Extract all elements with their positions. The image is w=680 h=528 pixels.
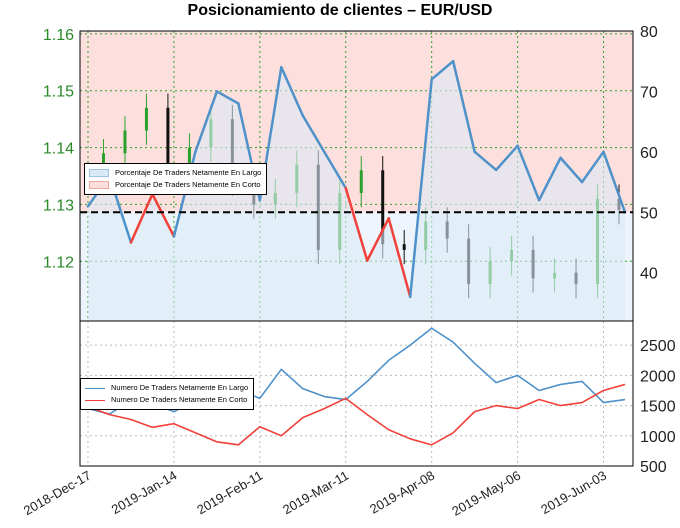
right-tick-label-1: 50 <box>640 205 658 222</box>
sentiment-segment-11 <box>323 150 348 190</box>
sentiment-segment-19 <box>494 144 519 172</box>
right-tick-label-3: 70 <box>640 84 658 101</box>
legend-swatch-short <box>89 181 109 189</box>
left-tick-label-2: 1.14 <box>43 141 74 158</box>
legend-item-short-count: Numero De Traders Netamente En Corto <box>85 394 248 406</box>
sentiment-segment-9 <box>280 66 305 117</box>
x-tick-label-1: 2019-Jan-14 <box>109 468 180 517</box>
legend-label-long-count: Numero De Traders Netamente En Largo <box>111 383 249 392</box>
legend-label-short: Porcentaje De Traders Netamente En Corto <box>115 180 261 189</box>
legend-item-long-count: Numero De Traders Netamente En Largo <box>85 382 248 394</box>
candle-body-13 <box>359 170 363 194</box>
sentiment-segment-13 <box>365 217 390 262</box>
x-tick-label-6: 2019-Jun-03 <box>538 468 609 517</box>
left-tick-label-1: 1.13 <box>43 197 74 214</box>
count-tick-label-1: 1000 <box>640 429 676 446</box>
right-tick-label-4: 80 <box>640 24 658 41</box>
sentiment-segment-21 <box>537 156 562 202</box>
x-tick-label-4: 2019-Apr-08 <box>367 468 437 517</box>
sentiment-segment-10 <box>301 114 326 154</box>
count-tick-label-3: 2000 <box>640 368 676 385</box>
candle-body-2 <box>123 130 127 154</box>
left-tick-label-0: 1.12 <box>43 254 74 271</box>
legend-count: Numero De Traders Netamente En Largo Num… <box>80 378 255 410</box>
sentiment-segment-18 <box>473 150 498 172</box>
left-tick-label-3: 1.15 <box>43 84 74 101</box>
legend-line-long <box>85 387 105 389</box>
sentiment-segment-17 <box>451 59 476 154</box>
sentiment-segment-5 <box>194 90 219 154</box>
candle-body-4 <box>166 107 170 165</box>
legend-label-long: Porcentaje De Traders Netamente En Largo <box>115 168 262 177</box>
candle-body-3 <box>144 107 148 131</box>
sentiment-segment-20 <box>516 144 541 202</box>
right-tick-label-0: 40 <box>640 266 658 283</box>
candle-body-14 <box>381 170 385 245</box>
x-tick-label-2: 2019-Feb-11 <box>194 468 265 518</box>
sentiment-segment-14 <box>387 217 412 299</box>
sentiment-segment-6 <box>215 90 240 105</box>
count-tick-label-0: 500 <box>640 459 667 476</box>
x-tick-label-0: 2018-Dec-17 <box>21 468 94 519</box>
sentiment-segment-23 <box>580 150 605 184</box>
legend-line-short <box>85 399 105 401</box>
candle-body-15 <box>402 244 406 250</box>
x-tick-label-3: 2019-Mar-11 <box>280 468 351 518</box>
legend-swatch-long <box>89 169 109 177</box>
legend-item-long: Porcentaje De Traders Netamente En Largo <box>89 167 261 179</box>
sentiment-segment-15 <box>408 78 433 299</box>
sentiment-area <box>88 61 625 321</box>
sentiment-segment-3 <box>151 192 176 238</box>
sentiment-segment-24 <box>602 150 627 214</box>
legend-label-short-count: Numero De Traders Netamente En Corto <box>111 395 248 404</box>
candle-body-1 <box>101 153 105 171</box>
sentiment-segment-2 <box>129 192 154 244</box>
sentiment-segment-12 <box>344 186 369 262</box>
count-tick-label-4: 2500 <box>640 338 676 355</box>
chart-title: Posicionamiento de clientes – EUR/USD <box>187 2 493 19</box>
sentiment-segment-16 <box>430 59 455 81</box>
x-tick-label-5: 2019-May-06 <box>449 468 523 519</box>
left-tick-label-4: 1.16 <box>43 27 74 44</box>
sentiment-segment-22 <box>559 156 584 184</box>
legend-percent: Porcentaje De Traders Netamente En Largo… <box>84 163 268 195</box>
count-tick-label-2: 1500 <box>640 399 676 416</box>
candle-body-5 <box>187 147 191 165</box>
count-line-short <box>87 383 626 446</box>
right-tick-label-2: 60 <box>640 145 658 162</box>
legend-item-short: Porcentaje De Traders Netamente En Corto <box>89 179 261 191</box>
